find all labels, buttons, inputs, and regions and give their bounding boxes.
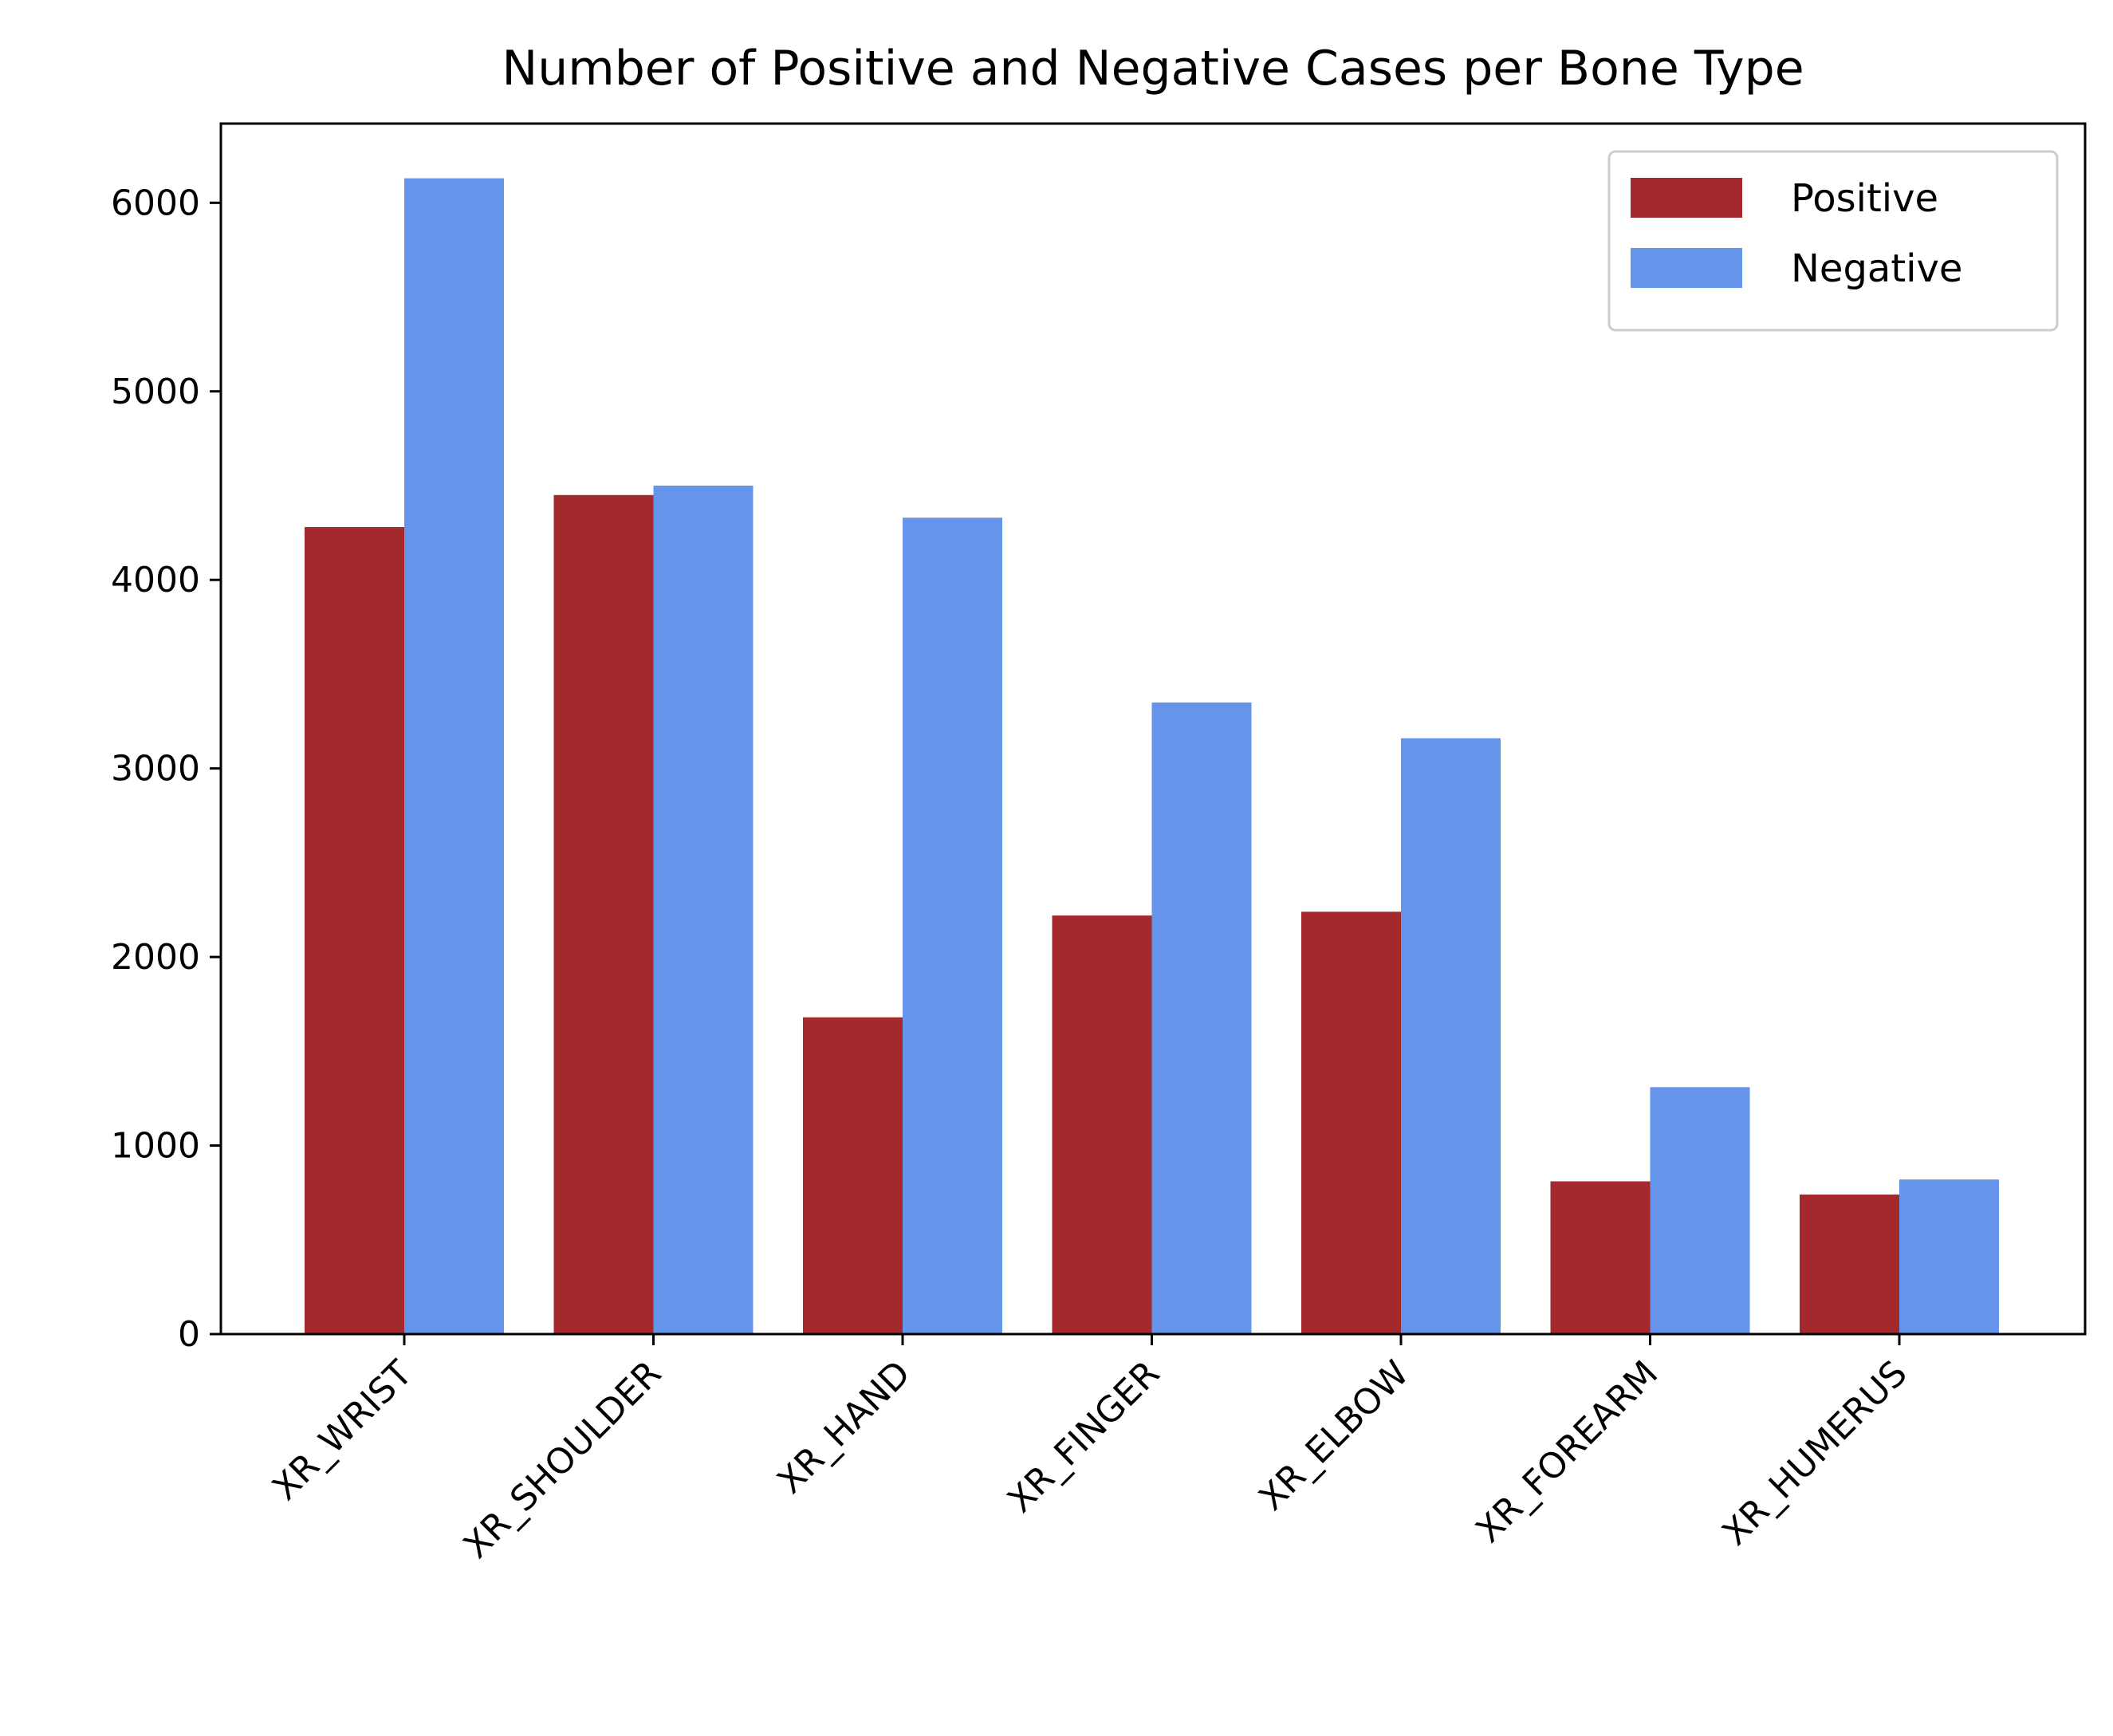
bar-positive-xr-wrist bbox=[305, 527, 404, 1334]
x-tick-label: XR_HAND bbox=[769, 1353, 918, 1502]
legend-label-positive: Positive bbox=[1791, 176, 1938, 221]
y-tick-label: 4000 bbox=[111, 560, 200, 600]
x-tick-label: XR_FOREARM bbox=[1468, 1353, 1666, 1551]
legend-label-negative: Negative bbox=[1791, 246, 1962, 291]
x-tick-label: XR_ELBOW bbox=[1251, 1353, 1417, 1519]
bar-negative-xr-hand bbox=[903, 518, 1002, 1334]
bar-negative-xr-finger bbox=[1151, 702, 1252, 1334]
x-tick-label: XR_HUMERUS bbox=[1714, 1353, 1914, 1553]
y-tick-label: 6000 bbox=[111, 183, 200, 223]
bar-positive-xr-shoulder bbox=[553, 494, 654, 1334]
y-tick-label: 5000 bbox=[111, 372, 200, 412]
x-tick-label: XR_WRIST bbox=[265, 1353, 420, 1509]
bar-negative-xr-elbow bbox=[1401, 738, 1501, 1334]
bars-layer bbox=[305, 178, 1999, 1335]
bar-negative-xr-forearm bbox=[1650, 1087, 1750, 1334]
y-tick-label: 0 bbox=[178, 1314, 200, 1355]
chart-title: Number of Positive and Negative Cases pe… bbox=[502, 41, 1804, 96]
legend-swatch-positive bbox=[1631, 178, 1742, 218]
bar-negative-xr-humerus bbox=[1899, 1179, 1999, 1334]
bar-positive-xr-elbow bbox=[1301, 911, 1401, 1334]
x-tick-label: XR_FINGER bbox=[1000, 1353, 1167, 1521]
bar-negative-xr-shoulder bbox=[653, 485, 754, 1334]
y-tick-label: 2000 bbox=[111, 937, 200, 978]
x-tick-label: XR_SHOULDER bbox=[456, 1353, 670, 1567]
y-tick-label: 3000 bbox=[111, 749, 200, 789]
bar-negative-xr-wrist bbox=[404, 178, 504, 1335]
bar-positive-xr-forearm bbox=[1550, 1181, 1651, 1334]
bar-positive-xr-finger bbox=[1052, 915, 1152, 1334]
y-tick-label: 1000 bbox=[111, 1126, 200, 1167]
bar-positive-xr-humerus bbox=[1800, 1195, 1899, 1334]
legend-swatch-negative bbox=[1631, 248, 1742, 288]
bar-positive-xr-hand bbox=[803, 1017, 903, 1334]
legend: Positive Negative bbox=[1607, 150, 2059, 332]
